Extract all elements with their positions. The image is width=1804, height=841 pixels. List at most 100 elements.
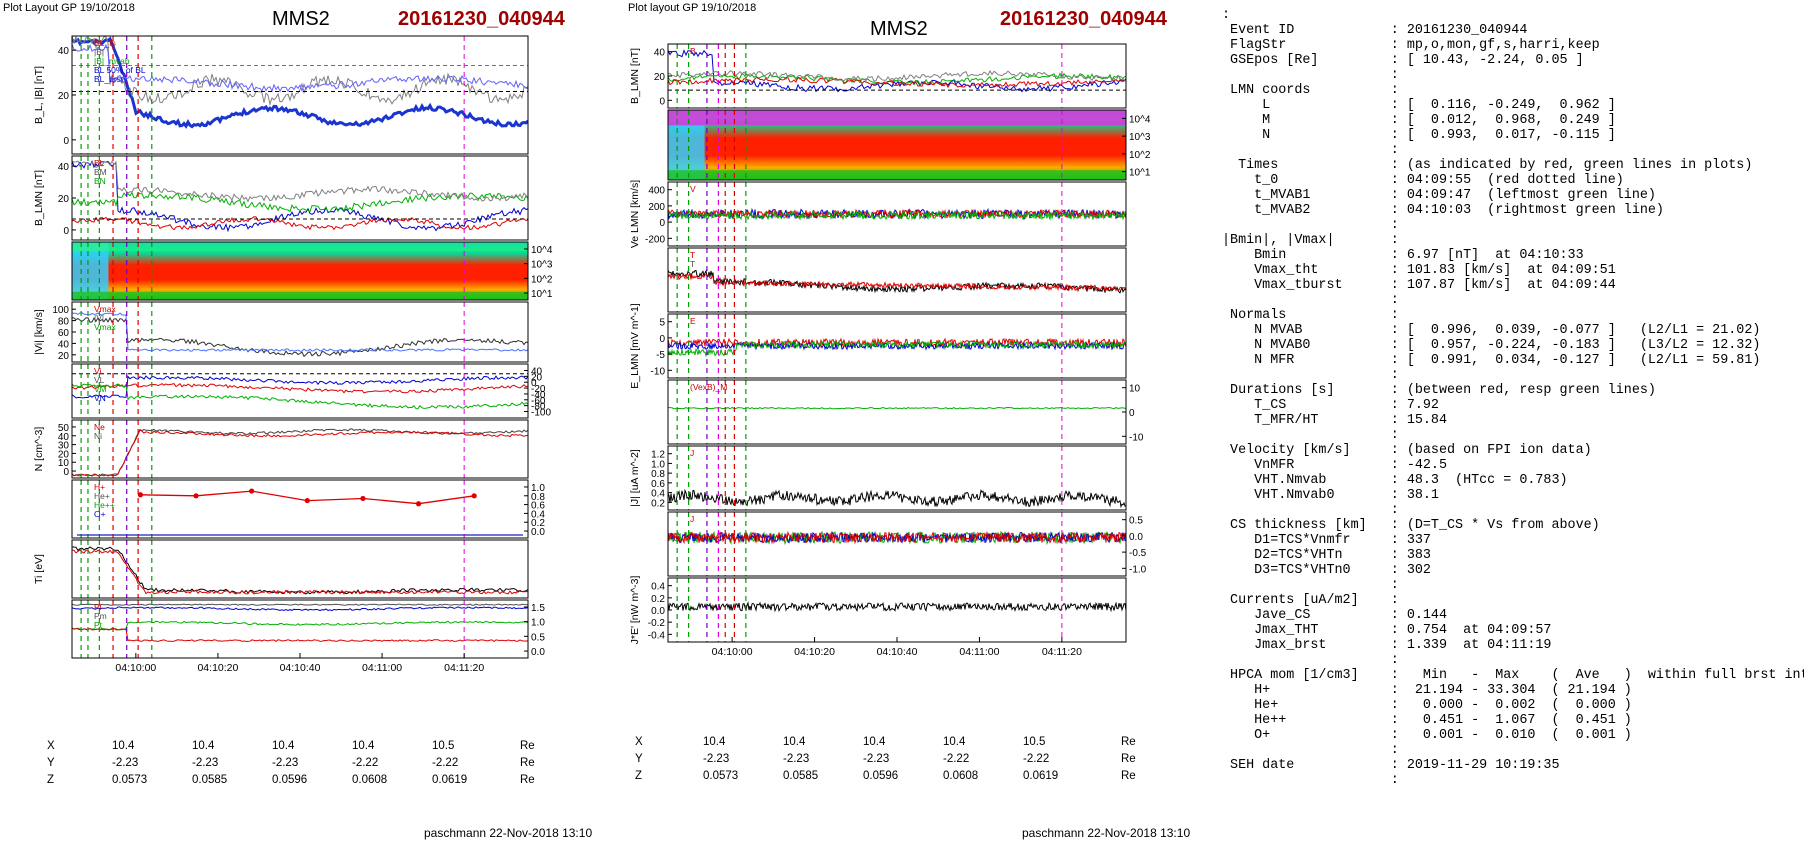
- summary-line: :: [1222, 8, 1231, 23]
- y-tick-label: 40: [58, 162, 70, 173]
- y-tick-label: 0.8: [651, 469, 665, 480]
- panel-content: [668, 512, 1126, 576]
- x-tick-label: 04:11:20: [1042, 646, 1082, 658]
- y-tick-label: 0.4: [531, 509, 545, 520]
- y-tick-label: 0.4: [651, 489, 665, 500]
- legend-entry: J: [690, 514, 694, 524]
- series-line: [668, 272, 1126, 293]
- ephem-label: X: [47, 740, 55, 752]
- ephem-value: -2.23: [703, 753, 730, 765]
- legend-entry: B: [690, 46, 696, 56]
- y-tick-label: -100: [531, 408, 551, 419]
- y-tick-label: 20: [654, 72, 666, 83]
- panel-content: [668, 578, 1126, 642]
- y-axis-label: E_M [mV m^-1]: [1159, 376, 1160, 448]
- y-tick-label: 10^4: [531, 245, 553, 256]
- spectrogram: [72, 242, 109, 300]
- legend-entry: Vmax: [94, 304, 116, 314]
- series-line: [72, 428, 528, 477]
- summary-line: :: [1222, 368, 1399, 383]
- y-tick-label: 10^1: [531, 289, 553, 300]
- ephem-value: -2.22: [943, 753, 970, 765]
- ephem-unit: Re: [520, 757, 535, 769]
- legend-entry: (VexB)_M: [690, 382, 727, 392]
- ephem-label: Z: [47, 774, 55, 786]
- plot-panel: 400 200 0 -200 Ve LMN [km/s] V: [629, 180, 1127, 248]
- y-tick-label: 40: [58, 339, 70, 350]
- data-point: [249, 488, 255, 494]
- summary-line: FlagStr : mp,o,mon,gf,s,harri,keep: [1222, 38, 1600, 53]
- y-tick-label: 1.2: [651, 450, 665, 461]
- spectrogram: [668, 110, 1126, 126]
- y-tick-label: -200: [645, 234, 665, 245]
- plot-panel: 10^410^310^210^1Energy (eV): [71, 241, 553, 301]
- y-tick-label: 0.6: [531, 501, 545, 512]
- series-line: [72, 312, 528, 352]
- y-axis-label: J*E' [nW m^-3]: [629, 576, 641, 645]
- y-tick-label: 40: [531, 366, 543, 377]
- legend-entry: T: [690, 250, 695, 260]
- y-tick-label: 40: [58, 46, 70, 57]
- y-tick-label: 40: [654, 48, 666, 59]
- y-axis-label: Te [eV]: [1159, 264, 1160, 297]
- legend-entry: VM: [94, 384, 107, 394]
- summary-line: H+ : 21.194 - 33.304 ( 21.194 ): [1222, 683, 1632, 698]
- ephem-value: 10.4: [783, 736, 806, 748]
- legend-entry: BM: [94, 167, 107, 177]
- ephem-unit: Re: [1121, 770, 1136, 782]
- ephem-value: -2.22: [352, 757, 379, 769]
- summary-line: VHT.Nmvab : 48.3 (HTcc = 0.783): [1222, 473, 1568, 488]
- summary-line: D2=TCS*VHTn : 383: [1222, 548, 1431, 563]
- legend-entry: He++: [94, 500, 115, 510]
- y-tick-label: 0: [63, 226, 69, 237]
- ephem-value: 0.0619: [1023, 770, 1059, 782]
- series-line: [668, 601, 1126, 613]
- y-tick-label: 50: [58, 423, 70, 434]
- data-point: [360, 495, 366, 502]
- y-tick-label: 0.0: [651, 606, 665, 617]
- summary-line: He+ : 0.000 - 0.002 ( 0.000 ): [1222, 698, 1632, 713]
- summary-line: :: [1222, 653, 1399, 668]
- y-axis-label: E_LMN [mV m^-1]: [629, 303, 641, 389]
- data-point: [137, 492, 143, 498]
- y-tick-label: 0.0: [531, 647, 545, 658]
- panel-content: [80, 480, 465, 538]
- legend-entry: Vmax: [94, 322, 116, 332]
- ephem-value: 0.0619: [432, 774, 468, 786]
- summary-line: T_CS : 7.92: [1222, 398, 1439, 413]
- legend-entry: |B|: [94, 47, 104, 57]
- summary-line: Jmax_brst : 1.339 at 04:11:19: [1222, 638, 1552, 653]
- summary-line: :: [1222, 293, 1399, 308]
- panel-content: [668, 110, 1126, 180]
- y-tick-label: -60: [531, 396, 546, 407]
- y-tick-label: 0.5: [531, 632, 545, 643]
- series-line: [668, 488, 1126, 509]
- x-tick-label: 04:10:00: [115, 662, 156, 674]
- series-line: [72, 43, 528, 93]
- legend-entry: Ni: [94, 431, 102, 441]
- ephem-value: 0.0585: [783, 770, 819, 782]
- ephem-value: 10.4: [863, 736, 886, 748]
- ephem-unit: Re: [520, 740, 535, 752]
- summary-line: L : [ 0.116, -0.249, 0.962 ]: [1222, 98, 1616, 113]
- ephem-label: Y: [635, 753, 643, 765]
- y-tick-label: -5: [656, 350, 665, 361]
- y-tick-label: 0.0: [1129, 532, 1143, 543]
- mid-credit: paschmann 22-Nov-2018 13:10: [1022, 826, 1191, 840]
- left-ephemeris: X 10.4 10.4 10.4 10.4 10.5 Re Y -2.23 -2.23 -2.23 -…: [0, 740, 560, 800]
- ephem-value: -2.22: [432, 757, 459, 769]
- x-tick-label: 04:10:20: [794, 646, 835, 658]
- x-tick-label: 04:11:00: [362, 662, 402, 674]
- series-line: [72, 216, 528, 231]
- y-tick-label: -10: [651, 366, 666, 377]
- panel-content: [72, 420, 528, 478]
- y-tick-label: -0.5: [1129, 548, 1147, 559]
- x-tick-label: 04:10:40: [877, 646, 918, 658]
- ephem-value: 10.5: [1023, 736, 1046, 748]
- y-axis-label: B_L, |B| [nT]: [33, 66, 45, 124]
- panel-frame: [71, 241, 529, 301]
- summary-line: Durations [s] : (between red, resp green…: [1222, 383, 1656, 398]
- plot-panel: Te [eV] TT: [667, 247, 1160, 313]
